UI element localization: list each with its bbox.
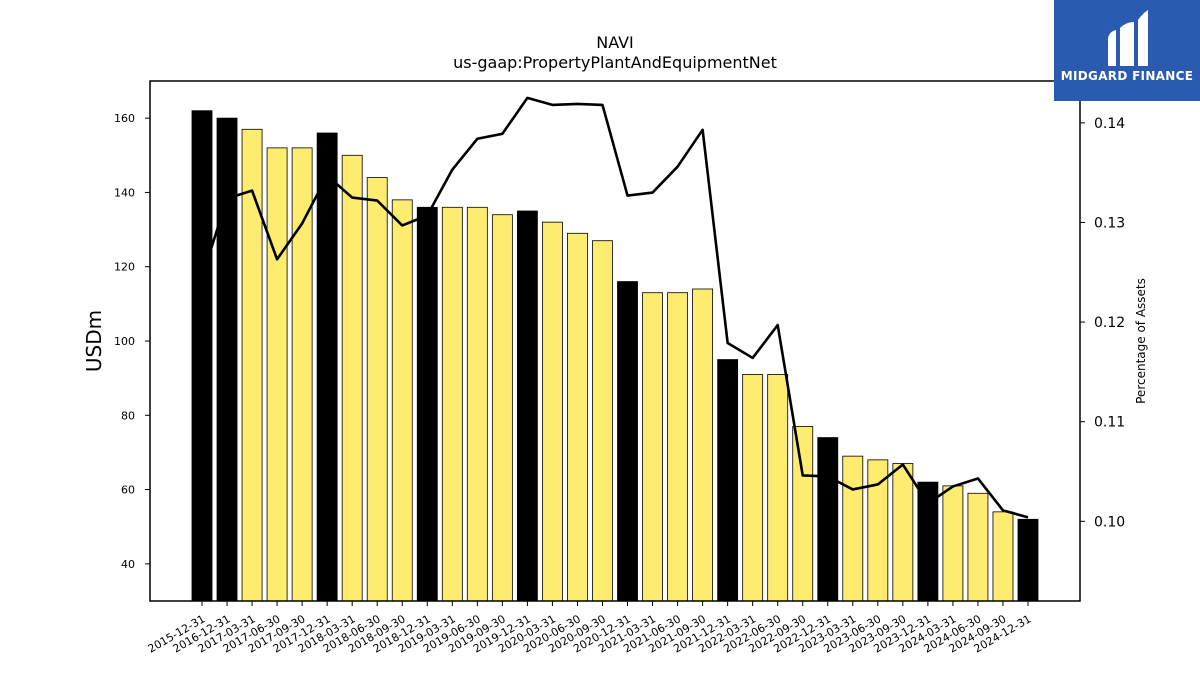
bar — [567, 232, 588, 602]
midgard-m-logo-icon — [1108, 10, 1148, 66]
y2-tick-label: 0.14 — [1094, 116, 1125, 132]
y2-tick-label: 0.13 — [1094, 215, 1125, 231]
bar — [291, 147, 313, 602]
left-axis: 40 60 80 100 120 140 160 — [114, 112, 150, 571]
bar — [416, 206, 438, 602]
bar — [767, 374, 789, 602]
y-tick-label: 120 — [114, 261, 135, 274]
bar — [817, 437, 839, 602]
y-tick-label: 140 — [114, 186, 135, 199]
brand-logo-text: MIDGARD FINANCE — [1060, 69, 1194, 83]
bar — [466, 206, 488, 602]
y-tick-label: 60 — [121, 484, 135, 497]
bar — [542, 221, 563, 602]
bar — [667, 292, 688, 602]
y-tick-label: 40 — [121, 558, 135, 571]
y-axis-label: USDm — [82, 310, 106, 372]
bar-series — [191, 110, 1039, 602]
plot-frame — [149, 80, 1081, 602]
line-series — [200, 96, 1029, 519]
y-tick-label: 100 — [114, 335, 135, 348]
bar — [717, 359, 739, 602]
bar — [967, 492, 989, 602]
bar — [216, 117, 238, 602]
bar — [867, 459, 889, 602]
bar — [1017, 518, 1039, 602]
y-tick-label: 160 — [114, 112, 135, 125]
bar — [792, 426, 814, 602]
bar — [742, 374, 764, 602]
y2-tick-label: 0.11 — [1094, 415, 1125, 431]
y-tick-label: 80 — [121, 409, 135, 422]
percentage-line — [200, 96, 1029, 519]
bar — [341, 154, 363, 602]
chart-subtitle: us-gaap:PropertyPlantAndEquipmentNet — [453, 53, 777, 72]
bar — [642, 292, 663, 602]
y2-tick-label: 0.12 — [1094, 315, 1125, 331]
chart-title: NAVI — [596, 33, 634, 52]
bar — [617, 281, 638, 602]
bar — [892, 463, 914, 602]
bar — [516, 210, 538, 602]
bar — [592, 240, 613, 602]
bar — [316, 132, 338, 602]
bar — [391, 199, 413, 602]
y2-tick-label: 0.10 — [1094, 514, 1125, 530]
y2-axis-label: Percentage of Assets — [1134, 278, 1148, 404]
bar — [441, 206, 463, 602]
bar — [491, 214, 513, 602]
bar — [241, 128, 263, 602]
bar — [266, 147, 288, 602]
bar — [692, 288, 714, 602]
bar — [842, 455, 864, 602]
right-axis: 0.10 0.11 0.12 0.13 0.14 — [1080, 116, 1125, 530]
x-axis: 2015-12-312016-12-312017-03-312017-06-30… — [146, 601, 1034, 656]
bar — [942, 485, 964, 602]
bar — [191, 110, 213, 602]
bar — [992, 511, 1014, 602]
bar — [366, 177, 388, 602]
brand-logo: MIDGARD FINANCE — [1054, 0, 1200, 101]
